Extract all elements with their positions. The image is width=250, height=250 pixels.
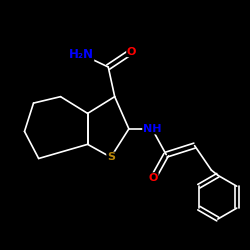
Text: H₂N: H₂N [69,48,94,60]
Text: O: O [127,46,136,56]
Text: NH: NH [143,124,161,134]
Text: S: S [107,152,115,162]
Text: O: O [149,173,158,183]
